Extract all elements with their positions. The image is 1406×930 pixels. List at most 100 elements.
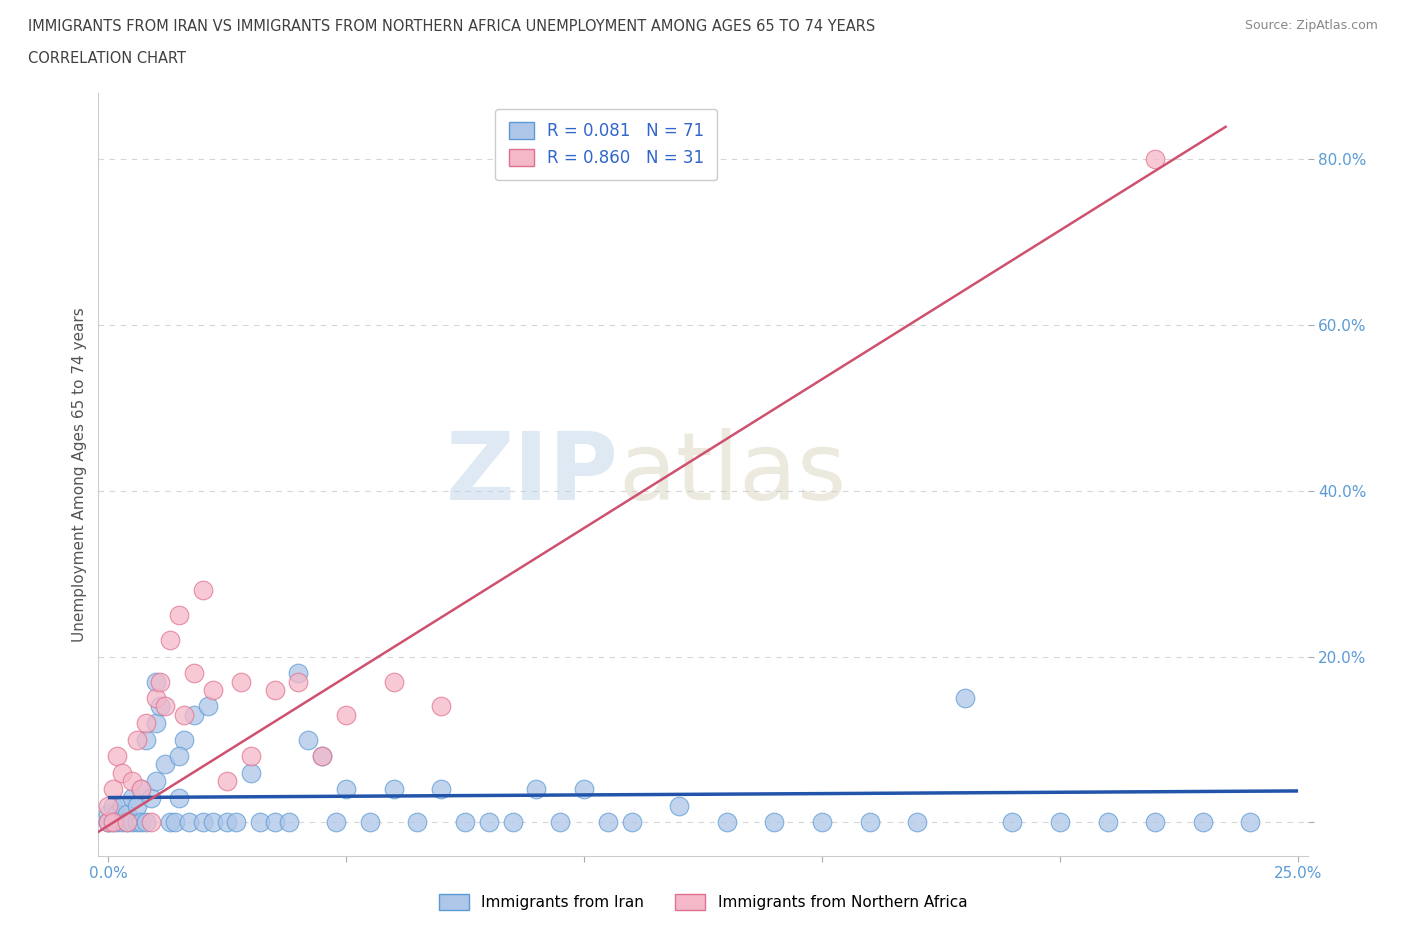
Point bbox=[382, 674, 405, 689]
Point bbox=[169, 749, 191, 764]
Text: ZIP: ZIP bbox=[446, 429, 619, 520]
Point bbox=[97, 799, 120, 814]
Point bbox=[325, 815, 347, 830]
Point bbox=[231, 674, 253, 689]
Point bbox=[430, 699, 453, 714]
Point bbox=[263, 683, 285, 698]
Text: Source: ZipAtlas.com: Source: ZipAtlas.com bbox=[1244, 19, 1378, 32]
Point bbox=[215, 815, 238, 830]
Point bbox=[668, 799, 690, 814]
Text: CORRELATION CHART: CORRELATION CHART bbox=[28, 51, 186, 66]
Point bbox=[163, 815, 186, 830]
Point bbox=[111, 765, 134, 780]
Point bbox=[215, 774, 238, 789]
Point bbox=[620, 815, 643, 830]
Point bbox=[811, 815, 834, 830]
Point bbox=[335, 782, 357, 797]
Point bbox=[287, 674, 309, 689]
Point bbox=[905, 815, 928, 830]
Point bbox=[101, 815, 124, 830]
Point bbox=[149, 699, 172, 714]
Point bbox=[430, 782, 453, 797]
Point bbox=[311, 749, 333, 764]
Point bbox=[191, 815, 214, 830]
Point bbox=[763, 815, 786, 830]
Point bbox=[159, 815, 181, 830]
Point bbox=[225, 815, 247, 830]
Point bbox=[1001, 815, 1024, 830]
Point bbox=[191, 583, 214, 598]
Point bbox=[454, 815, 477, 830]
Point bbox=[125, 732, 148, 747]
Text: atlas: atlas bbox=[619, 429, 846, 520]
Point bbox=[129, 782, 152, 797]
Point bbox=[125, 799, 148, 814]
Point bbox=[502, 815, 524, 830]
Point bbox=[239, 765, 262, 780]
Point bbox=[115, 815, 138, 830]
Point bbox=[173, 707, 195, 722]
Point bbox=[135, 715, 157, 730]
Point bbox=[145, 674, 167, 689]
Point bbox=[277, 815, 299, 830]
Point bbox=[101, 782, 124, 797]
Point bbox=[107, 815, 129, 830]
Point bbox=[101, 799, 124, 814]
Point bbox=[177, 815, 200, 830]
Point bbox=[97, 815, 120, 830]
Point bbox=[239, 749, 262, 764]
Point bbox=[406, 815, 429, 830]
Point bbox=[107, 806, 129, 821]
Point bbox=[201, 815, 224, 830]
Point bbox=[249, 815, 271, 830]
Point bbox=[1192, 815, 1215, 830]
Point bbox=[1097, 815, 1119, 830]
Point bbox=[121, 815, 143, 830]
Point bbox=[572, 782, 595, 797]
Point bbox=[139, 790, 162, 805]
Point bbox=[125, 815, 148, 830]
Point bbox=[97, 806, 120, 821]
Point bbox=[1049, 815, 1071, 830]
Point bbox=[478, 815, 501, 830]
Point bbox=[953, 691, 976, 706]
Point bbox=[297, 732, 319, 747]
Point bbox=[135, 732, 157, 747]
Point bbox=[153, 757, 176, 772]
Point bbox=[149, 674, 172, 689]
Point bbox=[145, 774, 167, 789]
Point bbox=[382, 782, 405, 797]
Point bbox=[139, 815, 162, 830]
Point bbox=[359, 815, 381, 830]
Point bbox=[596, 815, 619, 830]
Point bbox=[169, 790, 191, 805]
Point bbox=[524, 782, 547, 797]
Point bbox=[183, 707, 205, 722]
Text: IMMIGRANTS FROM IRAN VS IMMIGRANTS FROM NORTHERN AFRICA UNEMPLOYMENT AMONG AGES : IMMIGRANTS FROM IRAN VS IMMIGRANTS FROM … bbox=[28, 19, 876, 33]
Point bbox=[97, 815, 120, 830]
Point bbox=[859, 815, 882, 830]
Point bbox=[201, 683, 224, 698]
Point bbox=[121, 774, 143, 789]
Point bbox=[169, 608, 191, 623]
Point bbox=[129, 815, 152, 830]
Point bbox=[1239, 815, 1261, 830]
Point bbox=[145, 691, 167, 706]
Point bbox=[121, 790, 143, 805]
Point bbox=[183, 666, 205, 681]
Point bbox=[159, 632, 181, 647]
Point bbox=[1144, 815, 1167, 830]
Point bbox=[97, 815, 120, 830]
Point bbox=[153, 699, 176, 714]
Point bbox=[173, 732, 195, 747]
Point bbox=[287, 666, 309, 681]
Point bbox=[145, 715, 167, 730]
Point bbox=[111, 815, 134, 830]
Point bbox=[716, 815, 738, 830]
Point bbox=[111, 799, 134, 814]
Legend: Immigrants from Iran, Immigrants from Northern Africa: Immigrants from Iran, Immigrants from No… bbox=[432, 886, 974, 918]
Y-axis label: Unemployment Among Ages 65 to 74 years: Unemployment Among Ages 65 to 74 years bbox=[72, 307, 87, 642]
Legend: R = 0.081   N = 71, R = 0.860   N = 31: R = 0.081 N = 71, R = 0.860 N = 31 bbox=[495, 109, 717, 180]
Point bbox=[135, 815, 157, 830]
Point bbox=[115, 806, 138, 821]
